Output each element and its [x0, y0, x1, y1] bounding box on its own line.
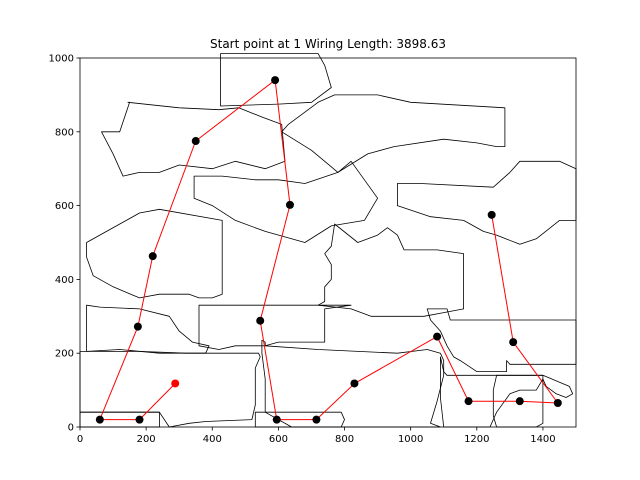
part-outline-6 [86, 208, 223, 299]
wire-path-1 [99, 79, 558, 421]
wiring-node-11 [487, 210, 496, 219]
wiring-node-12 [133, 322, 142, 331]
part-outline-4 [193, 160, 379, 243]
wiring-node-3 [272, 415, 281, 424]
wiring-node-15 [271, 76, 280, 85]
x-tick-label: 800 [335, 434, 354, 445]
y-axis: 0 200 400 600 800 1000 [49, 54, 80, 434]
wiring-nodes [95, 76, 562, 424]
wiring-node-4 [312, 415, 321, 424]
y-tick-label: 1000 [49, 54, 74, 65]
wiring-node-7 [464, 397, 473, 406]
wiring-node-13 [148, 252, 157, 261]
wiring-node-2 [135, 415, 144, 424]
chart-title: Start point at 1 Wiring Length: 3898.63 [210, 37, 446, 51]
x-tick-label: 1200 [464, 434, 489, 445]
wiring-node-14 [191, 137, 200, 146]
x-tick-label: 400 [203, 434, 222, 445]
x-tick-label: 200 [137, 434, 156, 445]
wiring-node-5 [350, 379, 359, 388]
y-tick-label: 0 [68, 423, 74, 434]
wiring-node-9 [553, 399, 562, 408]
wiring-node-1 [95, 415, 104, 424]
start-point [171, 379, 180, 388]
part-outline-1 [220, 53, 332, 107]
part-outline-3 [281, 94, 506, 173]
plot-area [79, 53, 577, 428]
wiring-paths [99, 79, 559, 421]
x-tick-label: 1400 [530, 434, 555, 445]
x-axis: 0 200 400 600 800 1000 1200 1400 [77, 427, 556, 445]
axes-frame [79, 57, 577, 428]
x-tick-label: 0 [77, 434, 83, 445]
y-tick-label: 400 [55, 275, 74, 286]
part-outline-5 [396, 160, 577, 245]
part-outline-8 [86, 304, 210, 354]
y-tick-label: 800 [55, 127, 74, 138]
x-tick-label: 1000 [398, 434, 423, 445]
wiring-node-17 [256, 316, 265, 325]
part-outline-9 [198, 304, 352, 350]
wiring-node-8 [515, 397, 524, 406]
wiring-node-16 [285, 200, 294, 209]
x-tick-label: 600 [269, 434, 288, 445]
part-outline-7 [317, 223, 465, 317]
y-tick-label: 200 [55, 349, 74, 360]
wiring-node-6 [433, 332, 442, 341]
part-outlines [79, 53, 577, 428]
wiring-node-10 [509, 338, 518, 347]
part-outline-12 [426, 308, 577, 373]
y-tick-label: 600 [55, 201, 74, 212]
